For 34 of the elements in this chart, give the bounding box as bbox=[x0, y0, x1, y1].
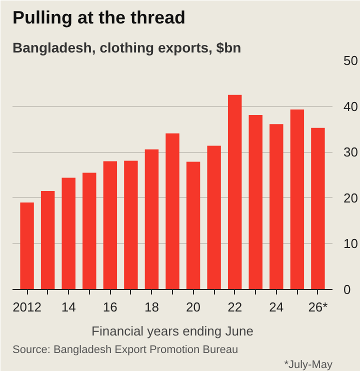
x-tick-label: 16 bbox=[102, 300, 118, 314]
bar bbox=[124, 160, 138, 290]
bar bbox=[248, 115, 262, 290]
y-tick-label: 50 bbox=[344, 53, 358, 68]
chart-title: Pulling at the thread bbox=[12, 8, 186, 28]
x-tick-label: 20 bbox=[186, 300, 201, 314]
x-tick-label: 18 bbox=[144, 300, 159, 314]
y-tick-label: 40 bbox=[344, 98, 358, 114]
bar bbox=[270, 124, 284, 290]
bar bbox=[186, 162, 200, 290]
text: *July-May bbox=[284, 359, 333, 371]
x-tick-label: 2012 bbox=[12, 300, 42, 314]
bar bbox=[103, 161, 118, 290]
bar bbox=[228, 94, 242, 290]
bar bbox=[40, 191, 55, 290]
bar bbox=[290, 110, 304, 290]
bar bbox=[166, 133, 180, 290]
x-tick-label: 26* bbox=[308, 300, 328, 314]
bar bbox=[62, 178, 76, 290]
y-tick-label: 30 bbox=[344, 144, 358, 160]
bar bbox=[82, 172, 96, 290]
bar bbox=[311, 128, 325, 290]
bar bbox=[207, 146, 221, 290]
x-tick-label: 14 bbox=[61, 300, 76, 314]
source-note: Source: Bangladesh Export Promotion Bureau bbox=[12, 344, 238, 356]
y-tick-label: 10 bbox=[344, 236, 358, 252]
bar bbox=[20, 202, 34, 290]
x-tick-label: 22 bbox=[228, 300, 242, 314]
y-tick-label: 0 bbox=[344, 282, 351, 297]
bar bbox=[144, 149, 159, 290]
x-axis-title: Financial years ending June bbox=[92, 324, 254, 338]
chart-subtitle: Bangladesh, clothing exports, $bn bbox=[12, 40, 242, 56]
y-tick-label: 20 bbox=[344, 190, 358, 206]
x-tick-label: 24 bbox=[269, 300, 284, 314]
